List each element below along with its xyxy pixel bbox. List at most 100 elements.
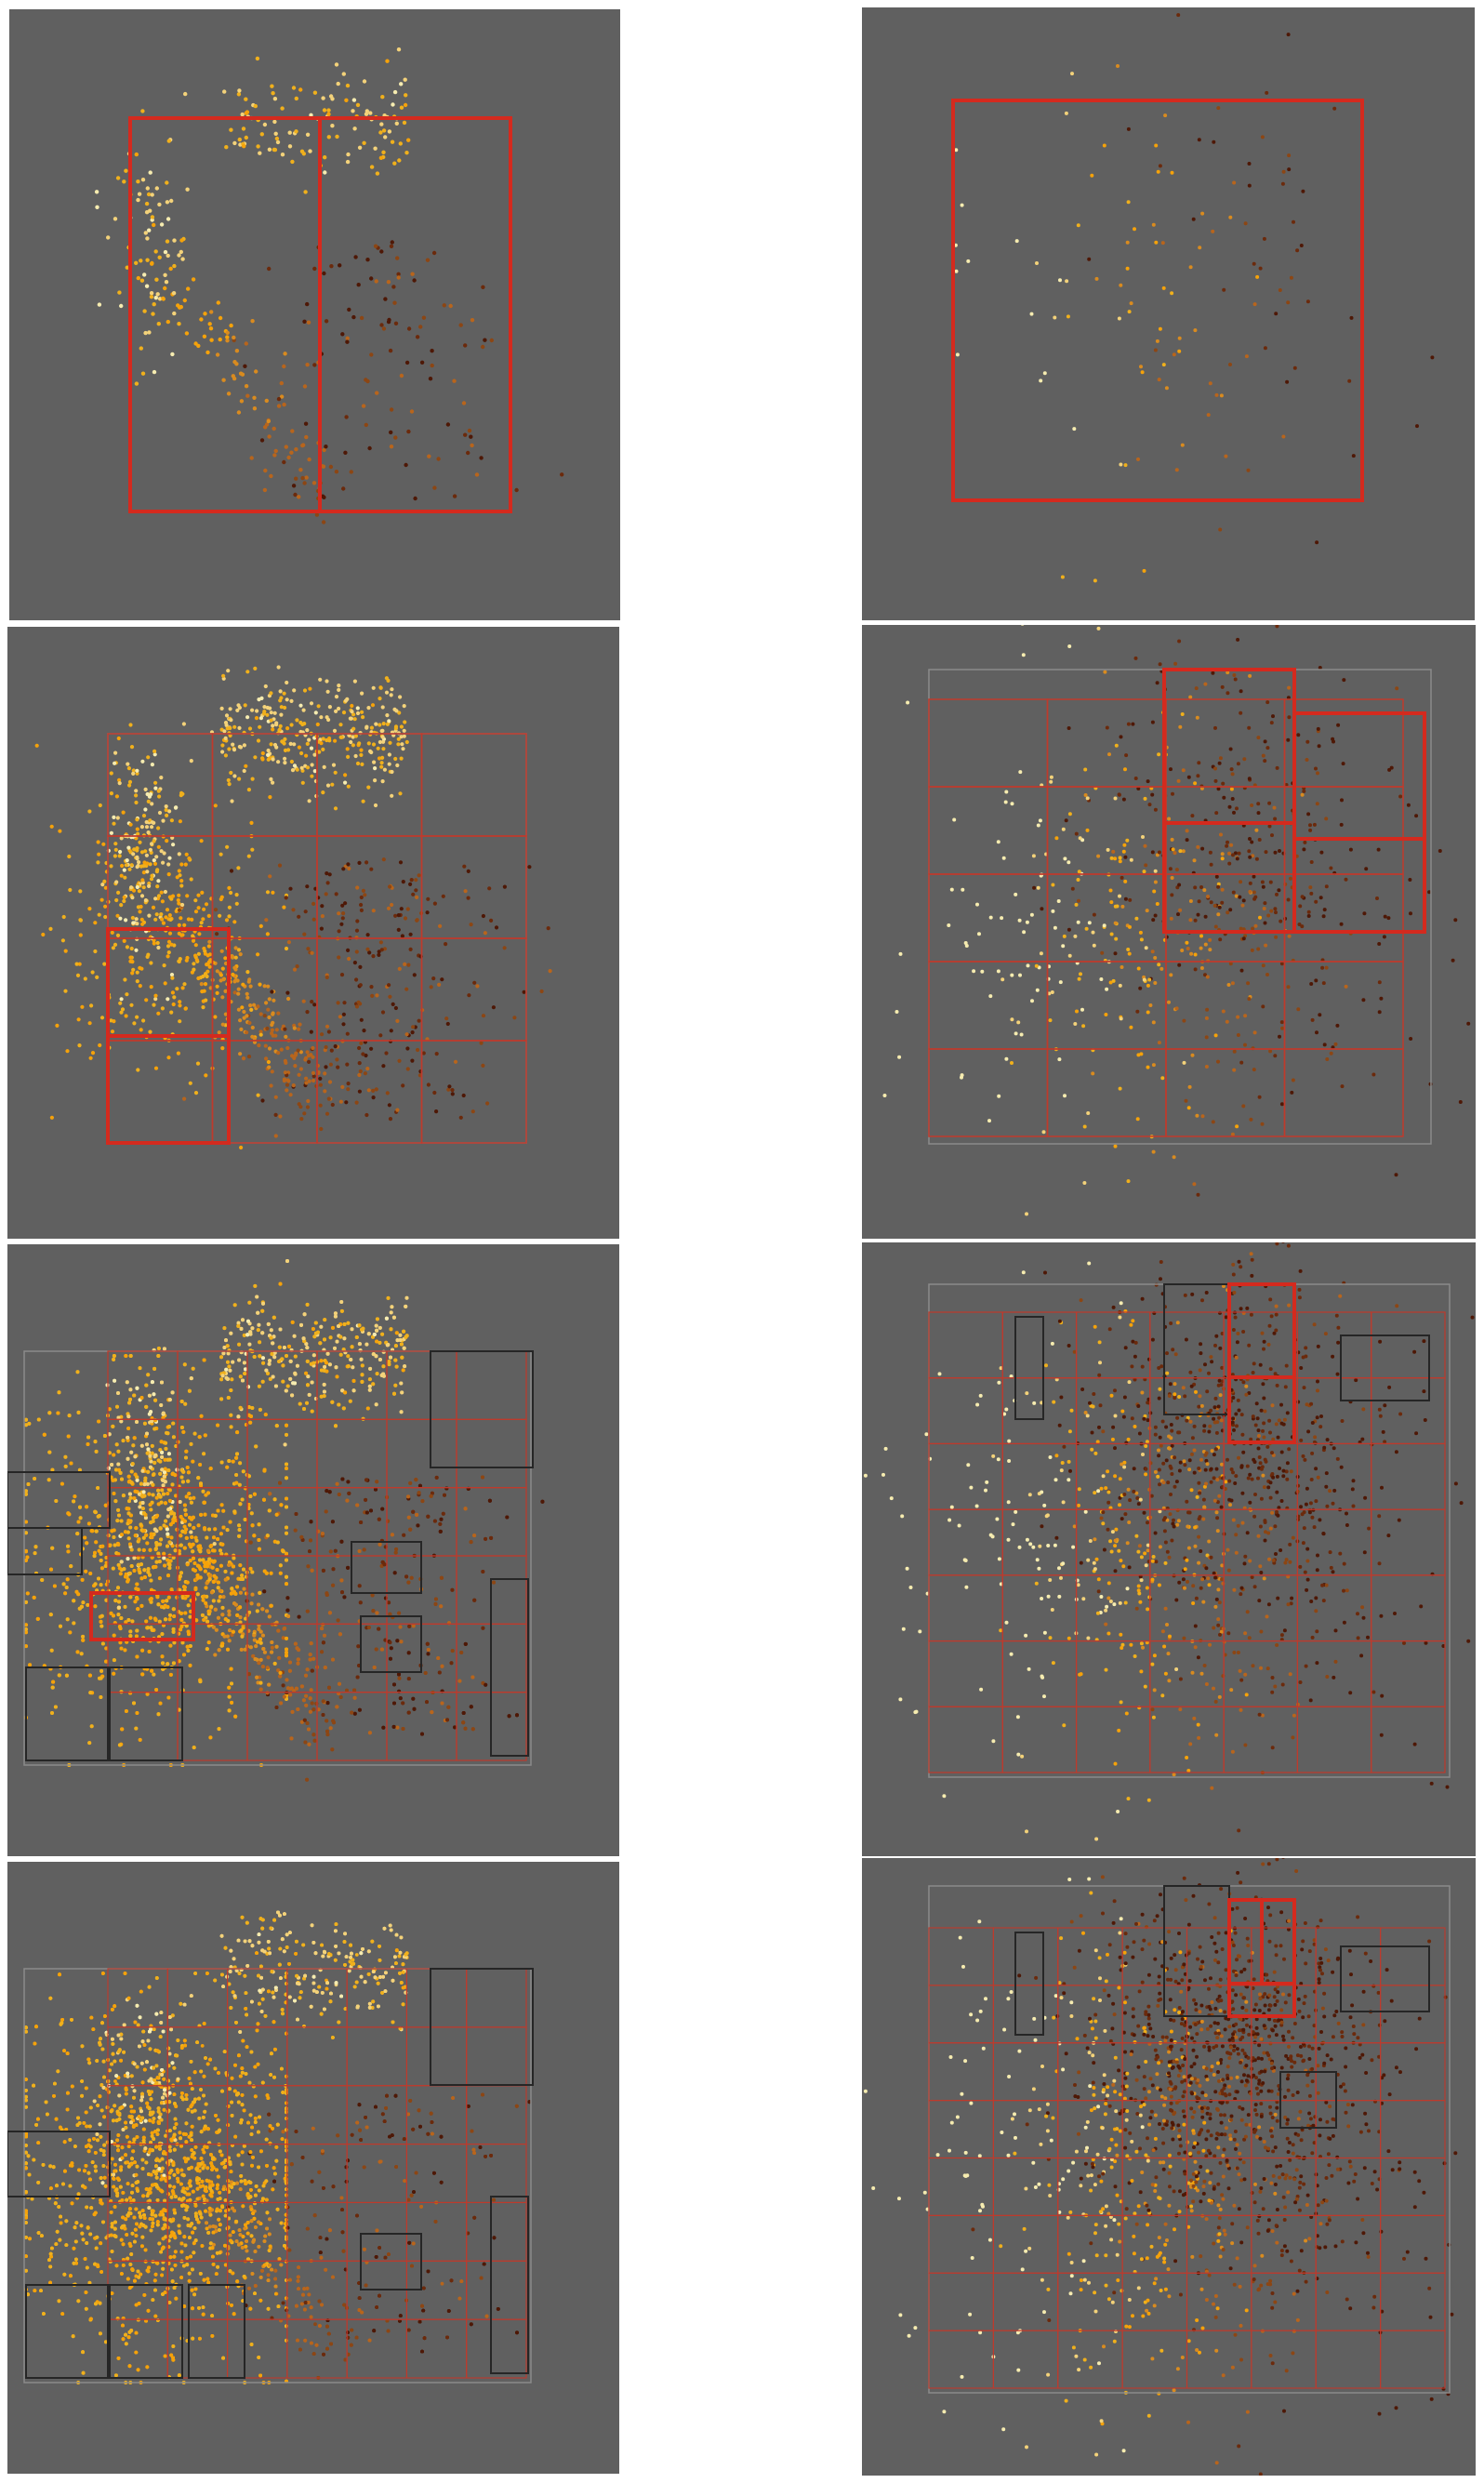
p3-point <box>390 687 394 692</box>
p3-point <box>291 908 296 912</box>
p1-point <box>95 205 99 209</box>
p1-point <box>136 197 140 203</box>
p3-point <box>320 904 325 909</box>
p3-point <box>109 864 113 869</box>
p3-point <box>41 932 46 937</box>
p3-point <box>352 717 357 722</box>
p1-point <box>244 384 249 389</box>
p3-point <box>351 743 355 748</box>
p3-point <box>271 1012 275 1016</box>
p3-point <box>123 875 127 880</box>
p4-point <box>1035 988 1040 992</box>
p1-point <box>236 410 242 415</box>
p3-point <box>130 896 135 900</box>
p3-point <box>146 952 151 957</box>
p3-point <box>192 962 196 966</box>
p3-point <box>402 704 406 709</box>
p4-point <box>1199 946 1203 950</box>
p1-point <box>481 285 485 289</box>
p1-point <box>171 291 177 296</box>
p4-point <box>1256 811 1261 816</box>
p4-point <box>1329 866 1333 870</box>
p3-point <box>177 852 181 856</box>
p3-point <box>285 990 290 995</box>
p3-point <box>472 980 477 985</box>
p4-point <box>1300 792 1305 797</box>
p3-point <box>116 736 121 741</box>
p4-point <box>1264 850 1268 855</box>
p2-point <box>954 269 959 273</box>
p1-point <box>300 443 305 448</box>
p1-point <box>383 135 388 139</box>
p3-point <box>461 1093 466 1098</box>
p3-point <box>309 746 314 750</box>
p4-point <box>897 1055 902 1059</box>
p4-point <box>1109 932 1114 936</box>
p3-point <box>122 898 126 904</box>
p3-point <box>254 716 259 721</box>
p4-point <box>1134 916 1139 921</box>
p3-point <box>346 948 351 952</box>
p1-point <box>272 147 278 153</box>
p1-point <box>396 275 401 280</box>
p5-point <box>297 1614 301 1619</box>
p3-point <box>265 712 270 717</box>
p3-point <box>213 908 219 912</box>
p3-point <box>360 691 364 696</box>
p5-point <box>64 1586 69 1589</box>
p1-point <box>209 310 214 314</box>
p4-point <box>1261 753 1265 758</box>
p3-point <box>220 743 225 748</box>
p4-point <box>1247 777 1252 781</box>
p3-point <box>205 974 209 979</box>
p3-point <box>310 1000 314 1004</box>
p4-point <box>1180 949 1185 952</box>
p2-point <box>1140 370 1145 375</box>
p3-point <box>245 715 250 720</box>
p3-point <box>311 1045 315 1051</box>
p3-point <box>344 1100 349 1105</box>
p1-point <box>294 476 298 481</box>
p1-point <box>262 122 268 127</box>
p4-point <box>1063 856 1067 861</box>
p3-point <box>163 889 167 895</box>
p4-point <box>1216 1059 1220 1064</box>
p4-point <box>1067 726 1071 730</box>
p3-point <box>283 1070 287 1075</box>
p3-point <box>48 926 53 931</box>
p3-point <box>350 710 354 714</box>
p3-point <box>130 915 135 921</box>
p1-point <box>229 127 233 132</box>
p4-point <box>963 941 968 945</box>
p4-point <box>1135 1009 1140 1014</box>
p3-point <box>164 915 168 920</box>
p2-point <box>1029 312 1034 316</box>
p3-point <box>274 1028 279 1032</box>
p4-point <box>1106 847 1110 852</box>
p4-point <box>1126 722 1131 726</box>
p3-point <box>438 923 443 928</box>
p3-point <box>297 1072 301 1077</box>
p3-point <box>120 863 125 869</box>
p2-point <box>1154 143 1159 148</box>
p3-point <box>103 914 108 920</box>
p3-point <box>124 1014 128 1018</box>
p3-point <box>177 869 181 873</box>
p3-point <box>410 1030 415 1035</box>
p3-point <box>237 777 242 781</box>
p3-point <box>354 1100 359 1105</box>
p4-point <box>1273 1054 1278 1058</box>
p4-point <box>1177 883 1182 887</box>
p3-point <box>398 791 403 796</box>
p3-point <box>126 766 131 771</box>
p4-point <box>1145 909 1149 913</box>
p4-point <box>1199 966 1204 970</box>
p3-point <box>197 932 202 936</box>
p4-point <box>1190 814 1195 818</box>
p4-point <box>1310 1017 1315 1022</box>
p4-point <box>1172 1155 1176 1160</box>
p5-point <box>283 1442 287 1447</box>
p3-point <box>149 961 153 965</box>
p3-point <box>156 894 162 898</box>
p1-point <box>150 260 154 266</box>
